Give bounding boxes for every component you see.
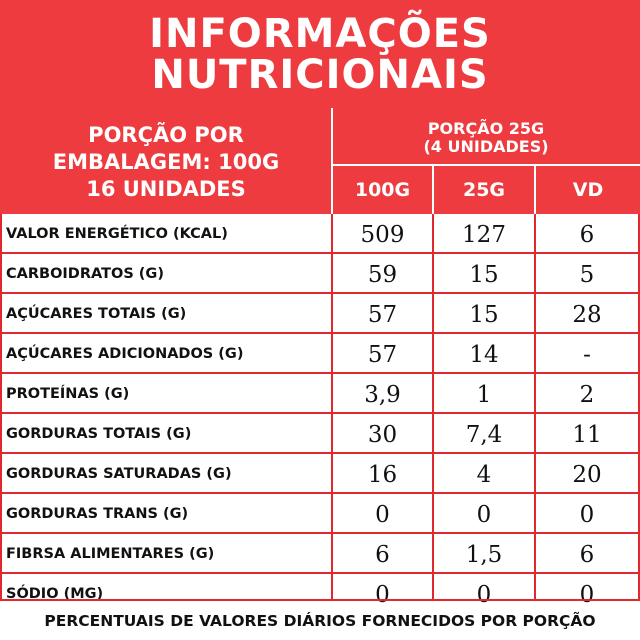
header-divider bbox=[331, 108, 333, 214]
title-line-1: INFORMAÇÕES bbox=[149, 11, 491, 57]
table-bottom-border bbox=[0, 599, 640, 601]
value-vd: 28 bbox=[572, 302, 602, 328]
value-100g: 3,9 bbox=[364, 382, 401, 408]
title-banner: INFORMAÇÕES NUTRICIONAIS bbox=[0, 0, 640, 108]
row-divider bbox=[0, 292, 640, 294]
nutrient-label: CARBOIDRATOS (G) bbox=[6, 266, 164, 282]
value-25g: 7,4 bbox=[465, 422, 503, 448]
nutrient-label: FIBRSA ALIMENTARES (G) bbox=[6, 546, 215, 562]
value-vd: 20 bbox=[572, 462, 602, 488]
package-line-2: EMBALAGEM: 100G bbox=[52, 150, 280, 174]
value-25g: 1 bbox=[476, 382, 492, 408]
row-divider bbox=[0, 412, 640, 414]
table-row: AÇÚCARES TOTAIS (G) 57 15 28 bbox=[0, 294, 640, 332]
table-row: GORDURAS TOTAIS (G) 30 7,4 11 bbox=[0, 414, 640, 452]
table-row: SÓDIO (MG) 0 0 0 bbox=[0, 574, 640, 612]
value-25g: 127 bbox=[462, 222, 506, 248]
nutrient-label: SÓDIO (MG) bbox=[6, 586, 104, 602]
value-100g: 30 bbox=[367, 422, 398, 448]
table-row: VALOR ENERGÉTICO (KCAL) 509 127 6 bbox=[0, 214, 640, 252]
value-vd: 0 bbox=[579, 582, 595, 608]
value-25g: 4 bbox=[476, 462, 492, 488]
row-divider bbox=[0, 532, 640, 534]
value-100g: 57 bbox=[367, 302, 398, 328]
table-row: AÇÚCARES ADICIONADOS (G) 57 14 - bbox=[0, 334, 640, 372]
header-subdivider bbox=[332, 164, 640, 166]
value-25g: 1,5 bbox=[465, 542, 503, 568]
table-border-right bbox=[638, 214, 640, 601]
value-vd: 6 bbox=[579, 542, 595, 568]
row-divider bbox=[0, 372, 640, 374]
value-vd: 6 bbox=[579, 222, 595, 248]
table-row: GORDURAS SATURADAS (G) 16 4 20 bbox=[0, 454, 640, 492]
column-header-100g: 100G bbox=[354, 179, 411, 201]
value-vd: - bbox=[583, 342, 591, 368]
value-100g: 0 bbox=[375, 582, 390, 608]
table-column-line bbox=[534, 214, 536, 601]
value-vd: 11 bbox=[572, 422, 602, 448]
nutrient-label: PROTEÍNAS (G) bbox=[6, 386, 130, 402]
value-100g: 509 bbox=[360, 222, 405, 248]
value-100g: 16 bbox=[367, 462, 398, 488]
table-header: PORÇÃO POR EMBALAGEM: 100G 16 UNIDADES P… bbox=[0, 108, 640, 214]
nutrient-label: VALOR ENERGÉTICO (KCAL) bbox=[6, 226, 228, 242]
portion-line-1: PORÇÃO 25G bbox=[427, 119, 545, 138]
value-25g: 14 bbox=[469, 342, 499, 368]
value-100g: 57 bbox=[367, 342, 398, 368]
value-25g: 15 bbox=[469, 302, 499, 328]
value-100g: 59 bbox=[367, 262, 398, 288]
column-divider bbox=[432, 166, 434, 214]
table-row: GORDURAS TRANS (G) 0 0 0 bbox=[0, 494, 640, 532]
package-line-3: 16 UNIDADES bbox=[86, 177, 246, 201]
package-line-1: PORÇÃO POR bbox=[88, 123, 244, 147]
row-divider bbox=[0, 572, 640, 574]
column-header-25g: 25G bbox=[462, 179, 506, 201]
row-divider bbox=[0, 452, 640, 454]
nutrient-label: AÇÚCARES TOTAIS (G) bbox=[6, 306, 187, 322]
table-column-line bbox=[331, 214, 333, 601]
title-line-2: NUTRICIONAIS bbox=[151, 52, 489, 98]
column-divider bbox=[534, 166, 536, 214]
portion-line-2: (4 UNIDADES) bbox=[423, 137, 549, 156]
nutrient-label: AÇÚCARES ADICIONADOS (G) bbox=[6, 346, 244, 362]
table-column-line bbox=[432, 214, 434, 601]
nutrient-label: GORDURAS TOTAIS (G) bbox=[6, 426, 192, 442]
nutrient-label: GORDURAS TRANS (G) bbox=[6, 506, 189, 522]
table-row: CARBOIDRATOS (G) 59 15 5 bbox=[0, 254, 640, 292]
row-divider bbox=[0, 252, 640, 254]
value-100g: 0 bbox=[375, 502, 390, 528]
value-25g: 0 bbox=[476, 502, 492, 528]
value-vd: 5 bbox=[579, 262, 595, 288]
value-25g: 15 bbox=[469, 262, 499, 288]
value-25g: 0 bbox=[476, 582, 492, 608]
column-header-vd: VD bbox=[572, 179, 604, 201]
value-vd: 0 bbox=[579, 502, 595, 528]
row-divider bbox=[0, 332, 640, 334]
package-info: PORÇÃO POR EMBALAGEM: 100G 16 UNIDADES bbox=[0, 122, 332, 203]
row-divider bbox=[0, 492, 640, 494]
table-row: FIBRSA ALIMENTARES (G) 6 1,5 6 bbox=[0, 534, 640, 572]
table-row: PROTEÍNAS (G) 3,9 1 2 bbox=[0, 374, 640, 412]
portion-info: PORÇÃO 25G (4 UNIDADES) bbox=[332, 120, 640, 156]
table-border-left bbox=[0, 214, 2, 601]
nutrient-label: GORDURAS SATURADAS (G) bbox=[6, 466, 232, 482]
footer-note: PERCENTUAIS DE VALORES DIÁRIOS FORNECIDO… bbox=[44, 612, 596, 630]
value-vd: 2 bbox=[579, 382, 595, 408]
value-100g: 6 bbox=[375, 542, 390, 568]
